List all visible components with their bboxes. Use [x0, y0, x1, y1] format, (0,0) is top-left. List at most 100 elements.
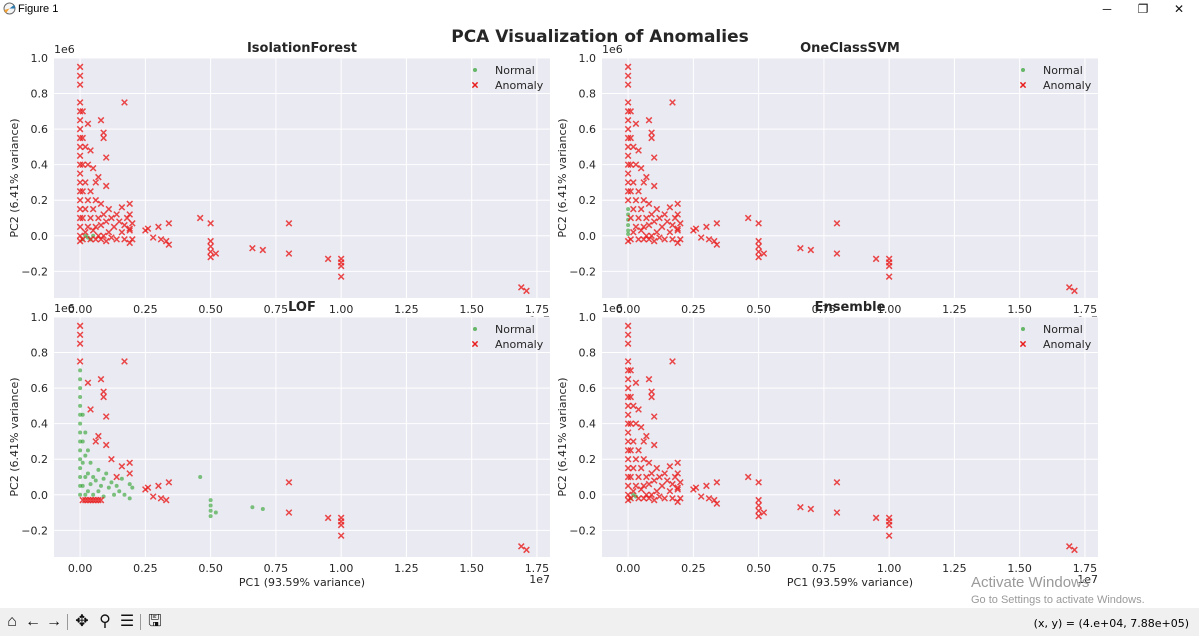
- anomaly-point: [100, 232, 107, 240]
- anomaly-point: [79, 214, 87, 222]
- anomaly-point: [674, 459, 682, 467]
- x-tick-label: 0.75: [264, 303, 289, 316]
- x-tick-label: 0.00: [68, 303, 93, 316]
- anomaly-point: [674, 239, 682, 247]
- legend-label-anomaly: Anomaly: [495, 79, 544, 92]
- forward-icon[interactable]: →: [46, 613, 62, 630]
- anomaly-point: [100, 134, 107, 142]
- normal-point: [208, 514, 213, 519]
- anomaly-point: [79, 496, 87, 504]
- normal-point: [96, 489, 101, 494]
- subplot-title: LOF: [288, 300, 316, 315]
- save-icon[interactable]: 🖫: [148, 613, 162, 630]
- normal-point: [119, 476, 124, 481]
- anomaly-point: [645, 200, 653, 208]
- normal-point: [78, 457, 83, 462]
- normal-point: [93, 478, 98, 483]
- anomaly-point: [629, 228, 637, 236]
- x-tick-label: 1.50: [1007, 562, 1032, 575]
- close-button[interactable]: ✕: [1173, 2, 1185, 16]
- y-tick-label: 0.4: [579, 418, 597, 431]
- anomaly-point: [624, 473, 632, 481]
- home-icon[interactable]: ⌂: [7, 613, 17, 630]
- figure-canvas[interactable]: PCA Visualization of Anomalies 0.00 0.25 0.…: [0, 18, 1199, 608]
- y-tick-label: −0.2: [569, 265, 596, 278]
- anomaly-point: [674, 498, 682, 506]
- anomaly-point: [635, 406, 642, 413]
- anomaly-point: [79, 134, 87, 142]
- normal-point: [104, 471, 109, 476]
- normal-point: [83, 492, 88, 497]
- anomaly-point: [87, 188, 94, 195]
- pan-icon[interactable]: ✥: [75, 613, 89, 630]
- anomaly-point: [84, 120, 92, 128]
- anomaly-point: [669, 495, 676, 502]
- normal-point: [88, 460, 93, 465]
- normal-point: [96, 467, 101, 472]
- anomaly-point: [713, 241, 721, 248]
- anomaly-point: [629, 179, 637, 186]
- anomaly-point: [155, 223, 162, 231]
- maximize-button[interactable]: ❐: [1137, 2, 1149, 16]
- x-tick-label: 0.25: [681, 562, 706, 575]
- anomaly-point: [87, 236, 94, 243]
- normal-point: [83, 430, 88, 435]
- anomaly-point: [650, 182, 658, 190]
- anomaly-point: [629, 487, 637, 495]
- anomaly-point: [76, 322, 84, 330]
- matplotlib-app-icon: [3, 2, 16, 15]
- legend: Normal Anomaly: [471, 64, 544, 92]
- anomaly-point: [643, 214, 650, 222]
- y-tick-label: 0.4: [31, 418, 49, 431]
- subplot-isolationforest: 0.00 0.25 0.50 0.75 1.00 1.25 1.50 1.75 −0.2 0.0 0…: [8, 41, 550, 330]
- anomaly-point: [624, 367, 632, 374]
- y-tick-label: 0.2: [579, 194, 597, 207]
- anomaly-point: [755, 479, 762, 486]
- anomaly-point: [259, 246, 267, 254]
- anomaly-point: [744, 473, 752, 481]
- anomaly-point: [624, 482, 632, 490]
- y-tick-label: 0.8: [579, 347, 597, 360]
- y-tick-label: 0.0: [579, 489, 597, 502]
- anomaly-point: [624, 170, 632, 177]
- anomaly-point: [643, 473, 650, 481]
- subplot-ensemble: 0.00 0.25 0.50 0.75 1.00 1.25 1.50 1.75−0.20.00…: [556, 300, 1098, 589]
- legend-label-anomaly: Anomaly: [1043, 79, 1092, 92]
- anomaly-point: [126, 470, 134, 477]
- anomaly-point: [76, 81, 84, 88]
- anomaly-point: [637, 164, 645, 172]
- x-tick-label: 0.75: [264, 562, 289, 575]
- anomaly-point: [149, 493, 157, 500]
- y-tick-label: 0.2: [579, 453, 597, 466]
- normal-point: [78, 421, 83, 426]
- x-tick-label: 0.00: [616, 303, 641, 316]
- configure-icon[interactable]: ☰: [119, 613, 135, 630]
- anomaly-point: [653, 205, 661, 213]
- y-tick-label: 0.2: [31, 453, 49, 466]
- anomaly-point: [157, 495, 165, 502]
- x-tick-label: 0.00: [616, 562, 641, 575]
- figure-suptitle: PCA Visualization of Anomalies: [451, 27, 748, 47]
- y-tick-label: 0.8: [579, 88, 597, 101]
- anomaly-point: [1071, 287, 1078, 295]
- anomaly-point: [627, 161, 635, 168]
- anomaly-point: [661, 470, 668, 477]
- minimize-button[interactable]: ─: [1102, 2, 1112, 16]
- anomaly-point: [697, 234, 705, 241]
- back-icon[interactable]: ←: [25, 613, 41, 630]
- x-tick-label: 1.75: [1073, 562, 1098, 575]
- y-tick-label: 1.0: [31, 52, 49, 65]
- anomaly-point: [76, 99, 84, 106]
- x-tick-label: 1.25: [942, 303, 967, 316]
- x-tick-label: 0.25: [133, 303, 158, 316]
- anomaly-point: [669, 480, 676, 488]
- zoom-icon[interactable]: ⚲: [99, 613, 111, 630]
- y-axis-label: PC2 (6.41% variance): [556, 118, 569, 237]
- normal-point: [80, 483, 85, 488]
- y-tick-label: 0.8: [31, 347, 49, 360]
- anomaly-point: [650, 441, 658, 449]
- y-offset-label: 1e6: [54, 43, 75, 56]
- normal-point: [85, 448, 90, 453]
- normal-point: [198, 475, 203, 479]
- anomaly-point: [89, 164, 97, 172]
